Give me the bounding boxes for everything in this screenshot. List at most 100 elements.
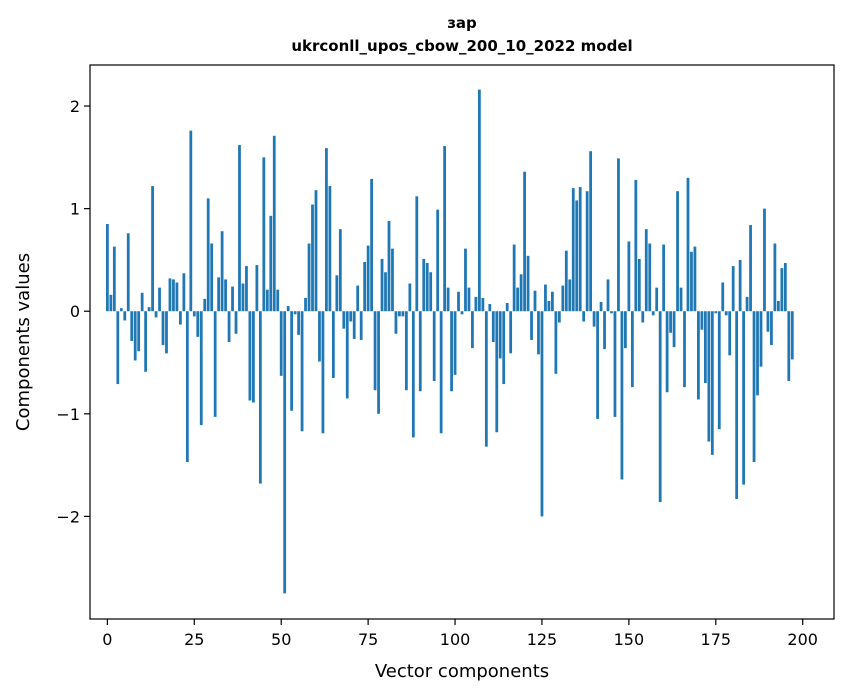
bar-174 [710, 311, 714, 455]
bar-66 [335, 275, 339, 312]
bar-67 [338, 229, 342, 312]
bar-180 [731, 266, 735, 312]
bar-118 [516, 287, 520, 312]
bar-6 [126, 233, 130, 312]
x-tick-label: 0 [102, 630, 112, 649]
bar-105 [471, 311, 474, 349]
bar-42 [252, 311, 255, 403]
bar-197 [790, 311, 794, 360]
bar-140 [592, 311, 596, 327]
bar-157 [651, 311, 655, 316]
bar-120 [523, 171, 526, 312]
bar-83 [394, 311, 398, 334]
bar-185 [749, 225, 752, 312]
bar-123 [533, 290, 537, 312]
bar-73 [359, 311, 363, 340]
bar-149 [624, 311, 627, 349]
bar-75 [366, 245, 370, 312]
bar-53 [290, 311, 294, 411]
bar-172 [703, 311, 707, 384]
bar-24 [189, 130, 193, 312]
x-axis-label: Vector components [375, 661, 549, 682]
bar-22 [182, 273, 186, 312]
bar-142 [599, 301, 603, 312]
bar-98 [446, 287, 450, 312]
bar-127 [547, 300, 551, 312]
bar-117 [512, 244, 516, 312]
bar-68 [342, 311, 346, 329]
bar-63 [325, 148, 328, 312]
y-axis-ticks: −2 −1 0 1 2 [56, 97, 90, 526]
bar-86 [404, 311, 408, 391]
bar-59 [311, 204, 314, 312]
bar-84 [398, 311, 401, 317]
bar-58 [307, 243, 311, 312]
bar-89 [415, 196, 419, 312]
bar-152 [634, 179, 638, 312]
bar-40 [245, 266, 248, 312]
bar-195 [783, 263, 787, 312]
bar-47 [269, 215, 273, 312]
bar-13 [151, 186, 154, 312]
bar-164 [676, 191, 679, 312]
bar-131 [561, 285, 565, 312]
bar-136 [578, 187, 582, 312]
bar-62 [321, 311, 325, 434]
bar-175 [714, 311, 718, 314]
bar-38 [238, 145, 241, 312]
bar-182 [738, 259, 742, 312]
bar-179 [728, 311, 732, 356]
bar-190 [766, 311, 770, 332]
bar-129 [554, 311, 558, 374]
bar-27 [199, 311, 203, 426]
bar-69 [345, 311, 349, 399]
bar-132 [564, 250, 568, 312]
chart-subtitle: ukrconll_upos_cbow_200_10_2022 model [291, 37, 632, 55]
bar-32 [217, 277, 221, 312]
bar-141 [596, 311, 599, 419]
bar-80 [384, 272, 387, 312]
bar-169 [693, 246, 697, 312]
bar-109 [484, 311, 488, 447]
bar-78 [377, 311, 380, 414]
bar-122 [530, 311, 533, 340]
bar-188 [759, 311, 763, 367]
bar-101 [457, 291, 460, 312]
bar-74 [363, 261, 367, 312]
bar-161 [665, 311, 669, 393]
bar-15 [158, 287, 161, 312]
bar-11 [144, 311, 148, 372]
bar-176 [717, 311, 721, 430]
bar-9 [137, 311, 141, 352]
bar-125 [540, 311, 544, 517]
bar-45 [262, 157, 266, 312]
bar-135 [575, 200, 579, 312]
bar-162 [669, 311, 672, 333]
bar-43 [255, 265, 259, 312]
bar-139 [589, 151, 593, 312]
x-axis-ticks: 0 25 50 75 100 125 150 175 200 [102, 619, 818, 649]
bar-77 [373, 311, 377, 391]
x-tick-label: 100 [440, 630, 471, 649]
bar-100 [453, 311, 457, 375]
bar-116 [509, 311, 513, 354]
bar-36 [231, 286, 234, 312]
bar-85 [401, 311, 405, 317]
y-tick-label: −1 [56, 405, 80, 424]
bar-96 [439, 311, 443, 434]
bar-57 [304, 297, 307, 312]
bar-87 [408, 283, 412, 312]
bar-160 [662, 244, 666, 312]
bar-91 [422, 258, 426, 312]
bar-143 [603, 311, 606, 350]
bar-181 [735, 311, 739, 499]
bar-95 [436, 209, 440, 312]
bar-151 [630, 311, 634, 388]
y-axis-label: Components values [13, 253, 34, 431]
bar-110 [488, 304, 492, 312]
x-tick-label: 25 [184, 630, 204, 649]
bar-70 [349, 311, 353, 322]
bar-111 [491, 311, 495, 342]
y-tick-label: 1 [70, 200, 80, 219]
bar-192 [773, 243, 777, 312]
